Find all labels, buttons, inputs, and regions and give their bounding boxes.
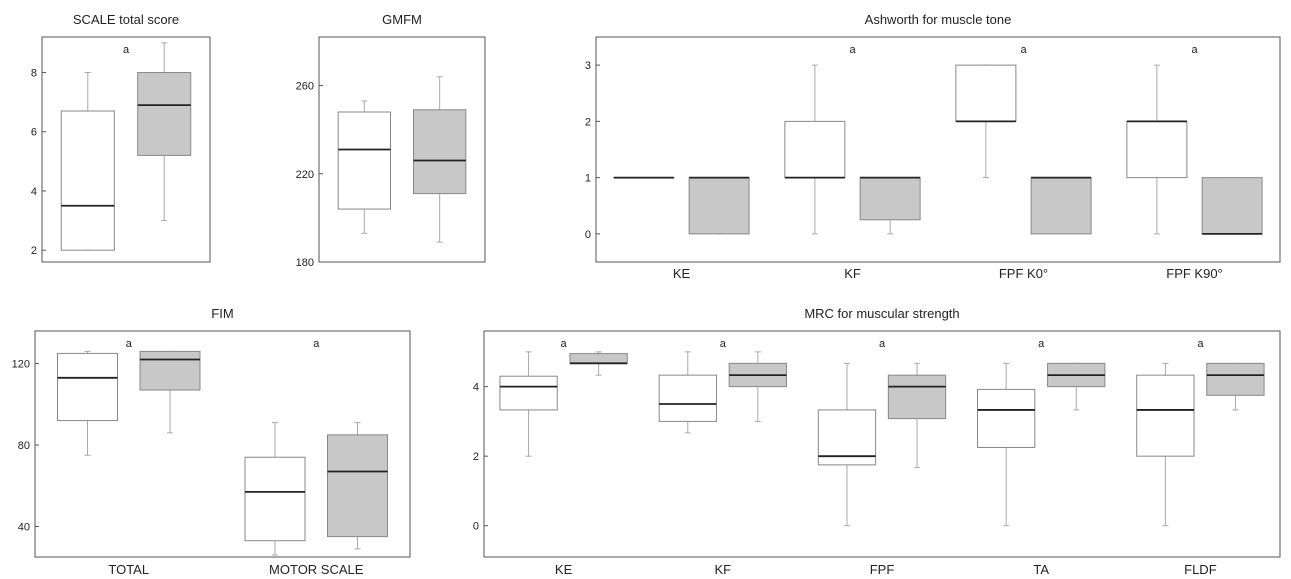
scale-plot-frame — [41, 36, 211, 263]
fim-significance-marker: a — [126, 338, 133, 350]
mrc-significance-marker: a — [1038, 338, 1045, 350]
gmfm-post-0-box — [413, 109, 467, 195]
ashworth-pre-3-box — [1126, 120, 1188, 179]
ashworth-category-label: FPF K0° — [999, 266, 1048, 281]
mrc-post-4-box — [1206, 362, 1265, 396]
mrc-pre-3-box — [977, 388, 1036, 448]
mrc-pre-1-box — [658, 374, 717, 422]
gmfm-ytick-label: 180 — [296, 257, 314, 269]
ashworth-ytick-label: 3 — [585, 60, 591, 72]
ashworth-post-2-box — [1030, 177, 1092, 235]
mrc-category-label: FPF — [870, 562, 895, 577]
scale-ytick-label: 4 — [31, 186, 37, 198]
fim-title: FIM — [211, 306, 233, 321]
scale-post-0-box — [137, 72, 192, 156]
ashworth-significance-marker: a — [849, 44, 856, 56]
mrc-title: MRC for muscular strength — [804, 306, 959, 321]
mrc-significance-marker: a — [1197, 338, 1204, 350]
ashworth-ytick-label: 2 — [585, 116, 591, 128]
mrc-category-label: KE — [555, 562, 573, 577]
mrc-plot-frame — [483, 330, 1281, 558]
mrc-post-2-box — [887, 374, 947, 420]
fim-category-label: TOTAL — [108, 562, 149, 577]
gmfm-ytick-label: 260 — [296, 81, 314, 93]
gmfm-title: GMFM — [382, 12, 422, 27]
mrc-post-0-box — [569, 353, 628, 364]
scale-title: SCALE total score — [73, 12, 179, 27]
mrc-pre-0-box — [499, 375, 558, 411]
ashworth-category-label: FPF K90° — [1166, 266, 1223, 281]
gmfm-plot-frame — [318, 36, 486, 263]
mrc-ytick-label: 0 — [473, 521, 479, 533]
ashworth-ytick-label: 0 — [585, 229, 591, 241]
gmfm-ytick-label: 220 — [296, 169, 314, 181]
fim-pre-0-box — [57, 352, 118, 422]
mrc-category-label: TA — [1033, 562, 1049, 577]
fim-post-1-box — [327, 434, 388, 538]
mrc-ytick-label: 2 — [473, 451, 479, 463]
ashworth-post-1-box — [859, 177, 921, 221]
fim-ytick-label: 40 — [18, 521, 30, 533]
mrc-significance-marker: a — [879, 338, 886, 350]
ashworth-category-label: KE — [673, 266, 691, 281]
fim-post-0-box — [139, 350, 201, 391]
fim-significance-marker: a — [313, 338, 320, 350]
mrc-significance-marker: a — [720, 338, 727, 350]
ashworth-title: Ashworth for muscle tone — [865, 12, 1012, 27]
mrc-ytick-label: 4 — [473, 382, 479, 394]
ashworth-ytick-label: 1 — [585, 173, 591, 185]
ashworth-pre-2-box — [955, 64, 1017, 122]
ashworth-pre-1-box — [784, 120, 846, 179]
fim-pre-1-box — [244, 456, 306, 542]
ashworth-category-label: KF — [844, 266, 861, 281]
ashworth-significance-marker: a — [1191, 44, 1198, 56]
scale-significance-marker: a — [123, 44, 130, 56]
mrc-category-label: FLDF — [1184, 562, 1217, 577]
scale-ytick-label: 2 — [31, 245, 37, 257]
scale-ytick-label: 6 — [31, 127, 37, 139]
fim-plot-frame — [34, 330, 411, 558]
ashworth-post-0-box — [688, 177, 750, 235]
scale-ytick-label: 8 — [31, 68, 37, 80]
gmfm-pre-0-box — [337, 111, 391, 210]
ashworth-post-3-box — [1201, 177, 1263, 235]
ashworth-plot-frame — [595, 36, 1281, 263]
ashworth-significance-marker: a — [1020, 44, 1027, 56]
scale-pre-0-box — [60, 110, 115, 251]
mrc-pre-4-box — [1136, 374, 1195, 457]
mrc-category-label: KF — [714, 562, 731, 577]
fim-ytick-label: 80 — [18, 440, 30, 452]
mrc-significance-marker: a — [561, 338, 568, 350]
fim-ytick-label: 120 — [12, 359, 30, 371]
fim-category-label: MOTOR SCALE — [269, 562, 364, 577]
